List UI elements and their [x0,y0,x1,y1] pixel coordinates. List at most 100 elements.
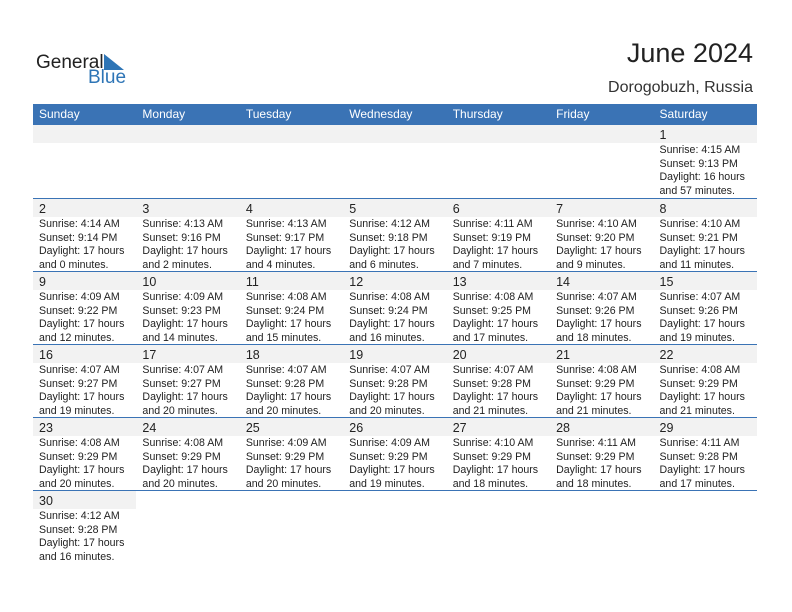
location: Dorogobuzh, Russia [608,79,753,96]
daylight2-text: and 20 minutes. [142,477,218,490]
day-cell: 9 Sunrise: 4:09 AM Sunset: 9:22 PM Daylight… [33,272,137,344]
daylight1-text: Daylight: 17 hours [556,318,642,330]
sunset-text: Sunset: 9:23 PM [142,304,221,317]
weekday-header: Sunday Monday Tuesday Wednesday Thursday Frid… [33,104,757,125]
sun-info: Sunrise: 4:14 AM Sunset: 9:14 PM Daylight:… [33,217,136,272]
day-number: 4 [239,199,344,217]
day-number: 19 [343,345,447,363]
daylight1-text: Daylight: 17 hours [659,391,745,403]
sun-info: Sunrise: 4:12 AM Sunset: 9:18 PM Daylight:… [343,217,446,272]
sun-info: Sunrise: 4:07 AM Sunset: 9:28 PM Daylight:… [240,363,343,418]
sunset-text: Sunset: 9:16 PM [142,231,221,244]
sunrise-text: Sunrise: 4:09 AM [142,291,224,303]
daylight2-text: and 16 minutes. [39,550,115,563]
sun-info: Sunrise: 4:08 AM Sunset: 9:24 PM Daylight:… [240,290,343,345]
daylight2-text: and 19 minutes. [349,477,425,490]
weekday-thursday: Thursday [452,107,503,121]
sun-info: Sunrise: 4:07 AM Sunset: 9:28 PM Daylight:… [343,363,446,418]
sunset-text: Sunset: 9:18 PM [349,231,428,244]
sun-info: Sunrise: 4:08 AM Sunset: 9:29 PM Daylight:… [136,436,239,491]
sunset-text: Sunset: 9:24 PM [245,304,325,317]
sunrise-text: Sunrise: 4:12 AM [39,510,120,522]
daylight2-text: and 18 minutes. [452,477,529,490]
day-cell: 14 Sunrise: 4:07 AM Sunset: 9:26 PM Dayligh… [550,272,654,344]
week-row: 2 Sunrise: 4:14 AM Sunset: 9:14 PM Daylight… [33,198,757,271]
daylight2-text: and 21 minutes. [556,404,632,417]
daylight1-text: Daylight: 17 hours [556,245,642,257]
day-cell: 1 Sunrise: 4:15 AM Sunset: 9:13 PM Daylight… [653,125,757,198]
sunset-text: Sunset: 9:13 PM [659,157,738,170]
weekday-monday: Monday [142,107,186,121]
daylight2-text: and 2 minutes. [142,258,212,271]
sunrise-text: Sunrise: 4:11 AM [556,437,636,449]
daylight1-text: Daylight: 17 hours [142,245,228,257]
sunrise-text: Sunrise: 4:08 AM [142,437,224,449]
sun-info: Sunrise: 4:10 AM Sunset: 9:29 PM Daylight:… [447,436,550,491]
day-number [239,125,344,143]
logo-triangle-icon [104,54,124,70]
sunrise-text: Sunrise: 4:08 AM [39,437,120,449]
daylight2-text: and 20 minutes. [349,404,425,417]
daylight2-text: and 17 minutes. [659,477,735,490]
weekday-wednesday: Wednesday [349,107,413,121]
sun-info: Sunrise: 4:07 AM Sunset: 9:26 PM Daylight:… [654,290,757,345]
week-row: 30 Sunrise: 4:12 AM Sunset: 9:28 PM Dayligh… [33,490,757,563]
sun-info: Sunrise: 4:11 AM Sunset: 9:28 PM Daylight:… [654,436,757,491]
day-number: 18 [239,345,344,363]
empty-cell [343,491,447,563]
day-number: 24 [136,418,240,436]
empty-cell [343,125,447,198]
daylight1-text: Daylight: 17 hours [39,318,125,330]
daylight2-text: and 20 minutes. [39,477,115,490]
daylight1-text: Daylight: 16 hours [659,171,745,183]
daylight1-text: Daylight: 17 hours [349,464,435,476]
empty-cell [446,125,551,198]
daylight1-text: Daylight: 17 hours [39,537,125,549]
day-number: 11 [239,272,344,290]
sunrise-text: Sunrise: 4:08 AM [245,291,327,303]
daylight1-text: Daylight: 17 hours [39,245,125,257]
daylight1-text: Daylight: 17 hours [245,464,332,476]
sunset-text: Sunset: 9:29 PM [556,450,635,463]
day-number [653,491,757,509]
day-cell: 16 Sunrise: 4:07 AM Sunset: 9:27 PM Dayligh… [33,345,137,417]
day-cell: 26 Sunrise: 4:09 AM Sunset: 9:29 PM Dayligh… [343,418,447,490]
sunset-text: Sunset: 9:28 PM [659,450,738,463]
day-number [446,491,551,509]
daylight2-text: and 0 minutes. [39,258,109,271]
day-number [33,125,137,143]
day-number: 15 [653,272,757,290]
sun-info: Sunrise: 4:07 AM Sunset: 9:28 PM Daylight:… [447,363,550,418]
day-cell: 11 Sunrise: 4:08 AM Sunset: 9:24 PM Dayligh… [239,272,344,345]
logo: General Blue [36,52,136,92]
daylight1-text: Daylight: 17 hours [452,245,539,257]
daylight2-text: and 20 minutes. [245,404,322,417]
daylight1-text: Daylight: 17 hours [659,245,745,257]
sun-info: Sunrise: 4:08 AM Sunset: 9:24 PM Daylight:… [343,290,446,345]
day-cell: 27 Sunrise: 4:10 AM Sunset: 9:29 PM Dayligh… [446,418,551,491]
daylight2-text: and 12 minutes. [39,331,115,344]
sun-info: Sunrise: 4:11 AM Sunset: 9:29 PM Daylight:… [550,436,653,491]
sunrise-text: Sunrise: 4:14 AM [39,218,120,230]
sun-info: Sunrise: 4:10 AM Sunset: 9:20 PM Daylight:… [550,217,653,272]
daylight1-text: Daylight: 17 hours [349,318,435,330]
daylight2-text: and 19 minutes. [659,331,735,344]
sun-info: Sunrise: 4:09 AM Sunset: 9:29 PM Daylight:… [240,436,343,491]
day-number [136,125,240,143]
page-title: June 2024 [626,38,753,68]
sunset-text: Sunset: 9:25 PM [452,304,532,317]
daylight2-text: and 19 minutes. [39,404,115,417]
sun-info: Sunrise: 4:10 AM Sunset: 9:21 PM Daylight:… [654,217,757,272]
weekday-saturday: Saturday [659,107,708,121]
weekday-tuesday: Tuesday [245,107,292,121]
sunrise-text: Sunrise: 4:08 AM [452,291,534,303]
daylight2-text: and 16 minutes. [349,331,425,344]
sunset-text: Sunset: 9:28 PM [349,377,428,390]
empty-cell [446,491,551,563]
sunrise-text: Sunrise: 4:07 AM [556,291,637,303]
sunset-text: Sunset: 9:27 PM [39,377,118,390]
daylight1-text: Daylight: 17 hours [245,318,332,330]
daylight2-text: and 21 minutes. [659,404,735,417]
daylight1-text: Daylight: 17 hours [39,391,125,403]
